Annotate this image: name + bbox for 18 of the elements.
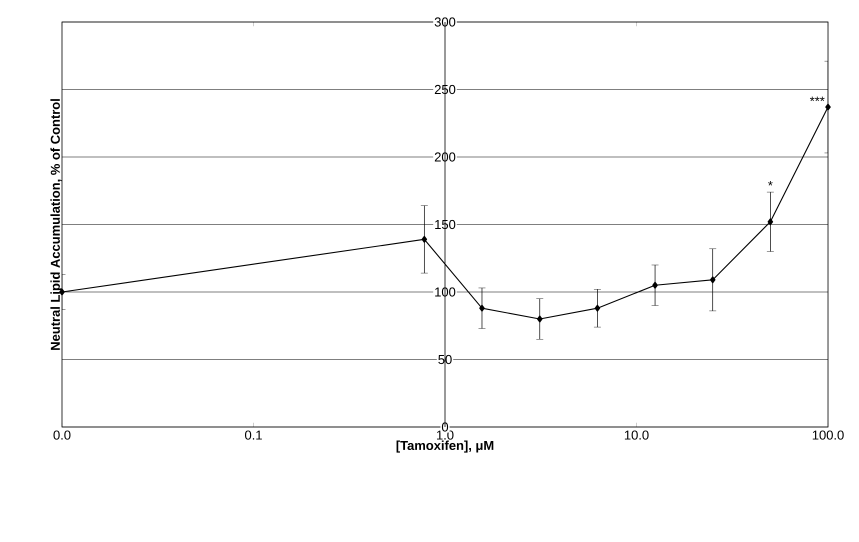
annotation: * [768, 180, 773, 186]
point [710, 276, 716, 284]
point [825, 104, 831, 111]
point [594, 304, 600, 312]
x-tick-label: 100.0 [812, 430, 844, 440]
y-axis-title: Neutral Lipid Accumulation, % of Control [50, 99, 62, 350]
y-tick-label: 300 [434, 17, 456, 27]
x-tick-label: 10.0 [624, 430, 649, 440]
point [652, 282, 658, 289]
x-tick-label: 0.1 [244, 430, 262, 440]
y-tick-label: 0 [442, 422, 448, 432]
x-axis-title: [Tamoxifen], μM [396, 440, 494, 453]
point [479, 304, 485, 312]
point [536, 315, 543, 323]
point [768, 218, 774, 226]
x-tick-label: 0.0 [53, 430, 70, 440]
annotation: *** [810, 96, 825, 102]
point [422, 236, 428, 243]
